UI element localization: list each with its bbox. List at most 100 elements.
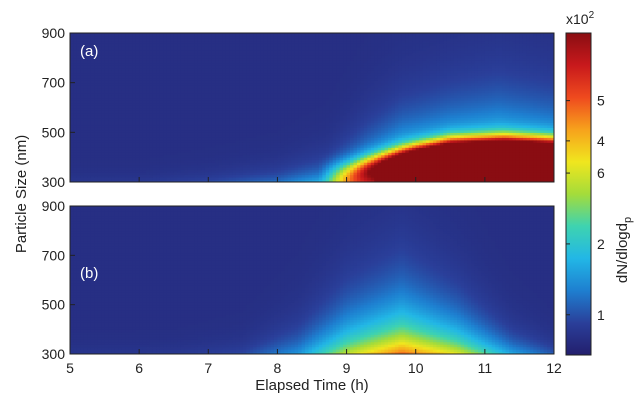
heatmap-cell (101, 35, 106, 39)
heatmap-cell (97, 65, 102, 69)
heatmap-cell (322, 144, 327, 148)
heatmap-cell (70, 174, 75, 178)
heatmap-cell (253, 80, 258, 84)
heatmap-cell (215, 112, 220, 116)
heatmap-cell (108, 65, 113, 69)
heatmap-cell (80, 47, 85, 51)
heatmap-cell (239, 122, 244, 126)
heatmap-cell (298, 114, 303, 119)
heatmap-cell (94, 67, 99, 71)
heatmap-cell (215, 167, 220, 171)
heatmap-cell (90, 85, 95, 89)
heatmap-cell (325, 50, 330, 54)
heatmap-cell (83, 124, 88, 128)
heatmap-cell (80, 87, 85, 91)
heatmap-cell (339, 114, 344, 119)
heatmap-cell (187, 60, 192, 64)
heatmap-cell (336, 40, 341, 44)
heatmap-cell (180, 142, 185, 146)
heatmap-cell (149, 159, 154, 163)
heatmap-cell (194, 75, 199, 79)
heatmap-cell (260, 107, 265, 111)
heatmap-cell (315, 55, 320, 59)
heatmap-cell (339, 177, 344, 181)
heatmap-cell (139, 137, 144, 141)
heatmap-cell (132, 132, 137, 136)
heatmap-cell (201, 129, 206, 133)
heatmap-cell (118, 164, 123, 168)
heatmap-cell (239, 80, 244, 84)
heatmap-cell (350, 33, 355, 37)
heatmap-cell (97, 144, 102, 148)
heatmap-cell (197, 47, 202, 51)
heatmap-cell (201, 40, 206, 44)
heatmap-cell (139, 129, 144, 133)
heatmap-cell (267, 77, 272, 81)
heatmap-cell (287, 129, 292, 133)
heatmap-cell (194, 37, 199, 42)
heatmap-cell (163, 144, 168, 148)
heatmap-cell (322, 77, 327, 81)
heatmap-cell (260, 179, 265, 182)
heatmap-cell (180, 127, 185, 131)
heatmap-cell (218, 159, 223, 163)
heatmap-cell (211, 124, 216, 128)
heatmap-cell (208, 154, 213, 158)
heatmap-cell (104, 152, 109, 156)
heatmap-cell (225, 100, 230, 104)
heatmap-cell (111, 142, 116, 146)
heatmap-cell (343, 169, 348, 173)
heatmap-cell (125, 62, 130, 66)
heatmap-cell (287, 179, 292, 182)
heatmap-cell (187, 109, 192, 114)
heatmap-cell (204, 50, 209, 54)
heatmap-cell (242, 164, 247, 168)
heatmap-cell (121, 134, 126, 138)
heatmap-cell (308, 33, 313, 37)
heatmap-cell (343, 50, 348, 54)
heatmap-cell (149, 100, 154, 104)
heatmap-cell (149, 162, 154, 166)
heatmap-cell (246, 87, 251, 91)
heatmap-cell (97, 37, 102, 42)
heatmap-cell (222, 119, 227, 123)
heatmap-cell (239, 47, 244, 51)
heatmap-cell (204, 117, 209, 121)
heatmap-cell (80, 167, 85, 171)
heatmap-cell (277, 164, 282, 168)
heatmap-cell (149, 87, 154, 91)
heatmap-cell (273, 174, 279, 178)
heatmap-cell (253, 52, 258, 56)
heatmap-cell (201, 109, 206, 114)
heatmap-cell (215, 152, 220, 156)
heatmap-cell (146, 137, 151, 141)
heatmap-cell (70, 137, 75, 141)
heatmap-cell (353, 102, 358, 106)
heatmap-cell (298, 124, 303, 128)
heatmap-cell (128, 97, 133, 101)
heatmap-cell (270, 124, 275, 128)
heatmap-cell (318, 70, 323, 74)
heatmap-cell (277, 85, 282, 89)
heatmap-cell (170, 112, 175, 116)
heatmap-cell (108, 139, 113, 143)
heatmap-cell (142, 57, 147, 61)
heatmap-cell (222, 172, 227, 176)
heatmap-cell (232, 154, 237, 158)
heatmap-cell (308, 172, 313, 176)
heatmap-cell (239, 137, 244, 141)
heatmap-cell (125, 45, 130, 49)
heatmap-cell (215, 45, 220, 49)
heatmap-cell (163, 119, 168, 123)
heatmap-cell (229, 62, 234, 66)
heatmap-cell (339, 57, 344, 61)
heatmap-cell (114, 55, 119, 59)
heatmap-cell (73, 35, 78, 39)
heatmap-cell (301, 87, 306, 91)
heatmap-cell (139, 107, 144, 111)
heatmap-cell (108, 167, 113, 171)
heatmap-cell (270, 142, 275, 146)
heatmap-cell (291, 57, 296, 61)
heatmap-cell (343, 127, 348, 131)
heatmap-cell (139, 85, 144, 89)
